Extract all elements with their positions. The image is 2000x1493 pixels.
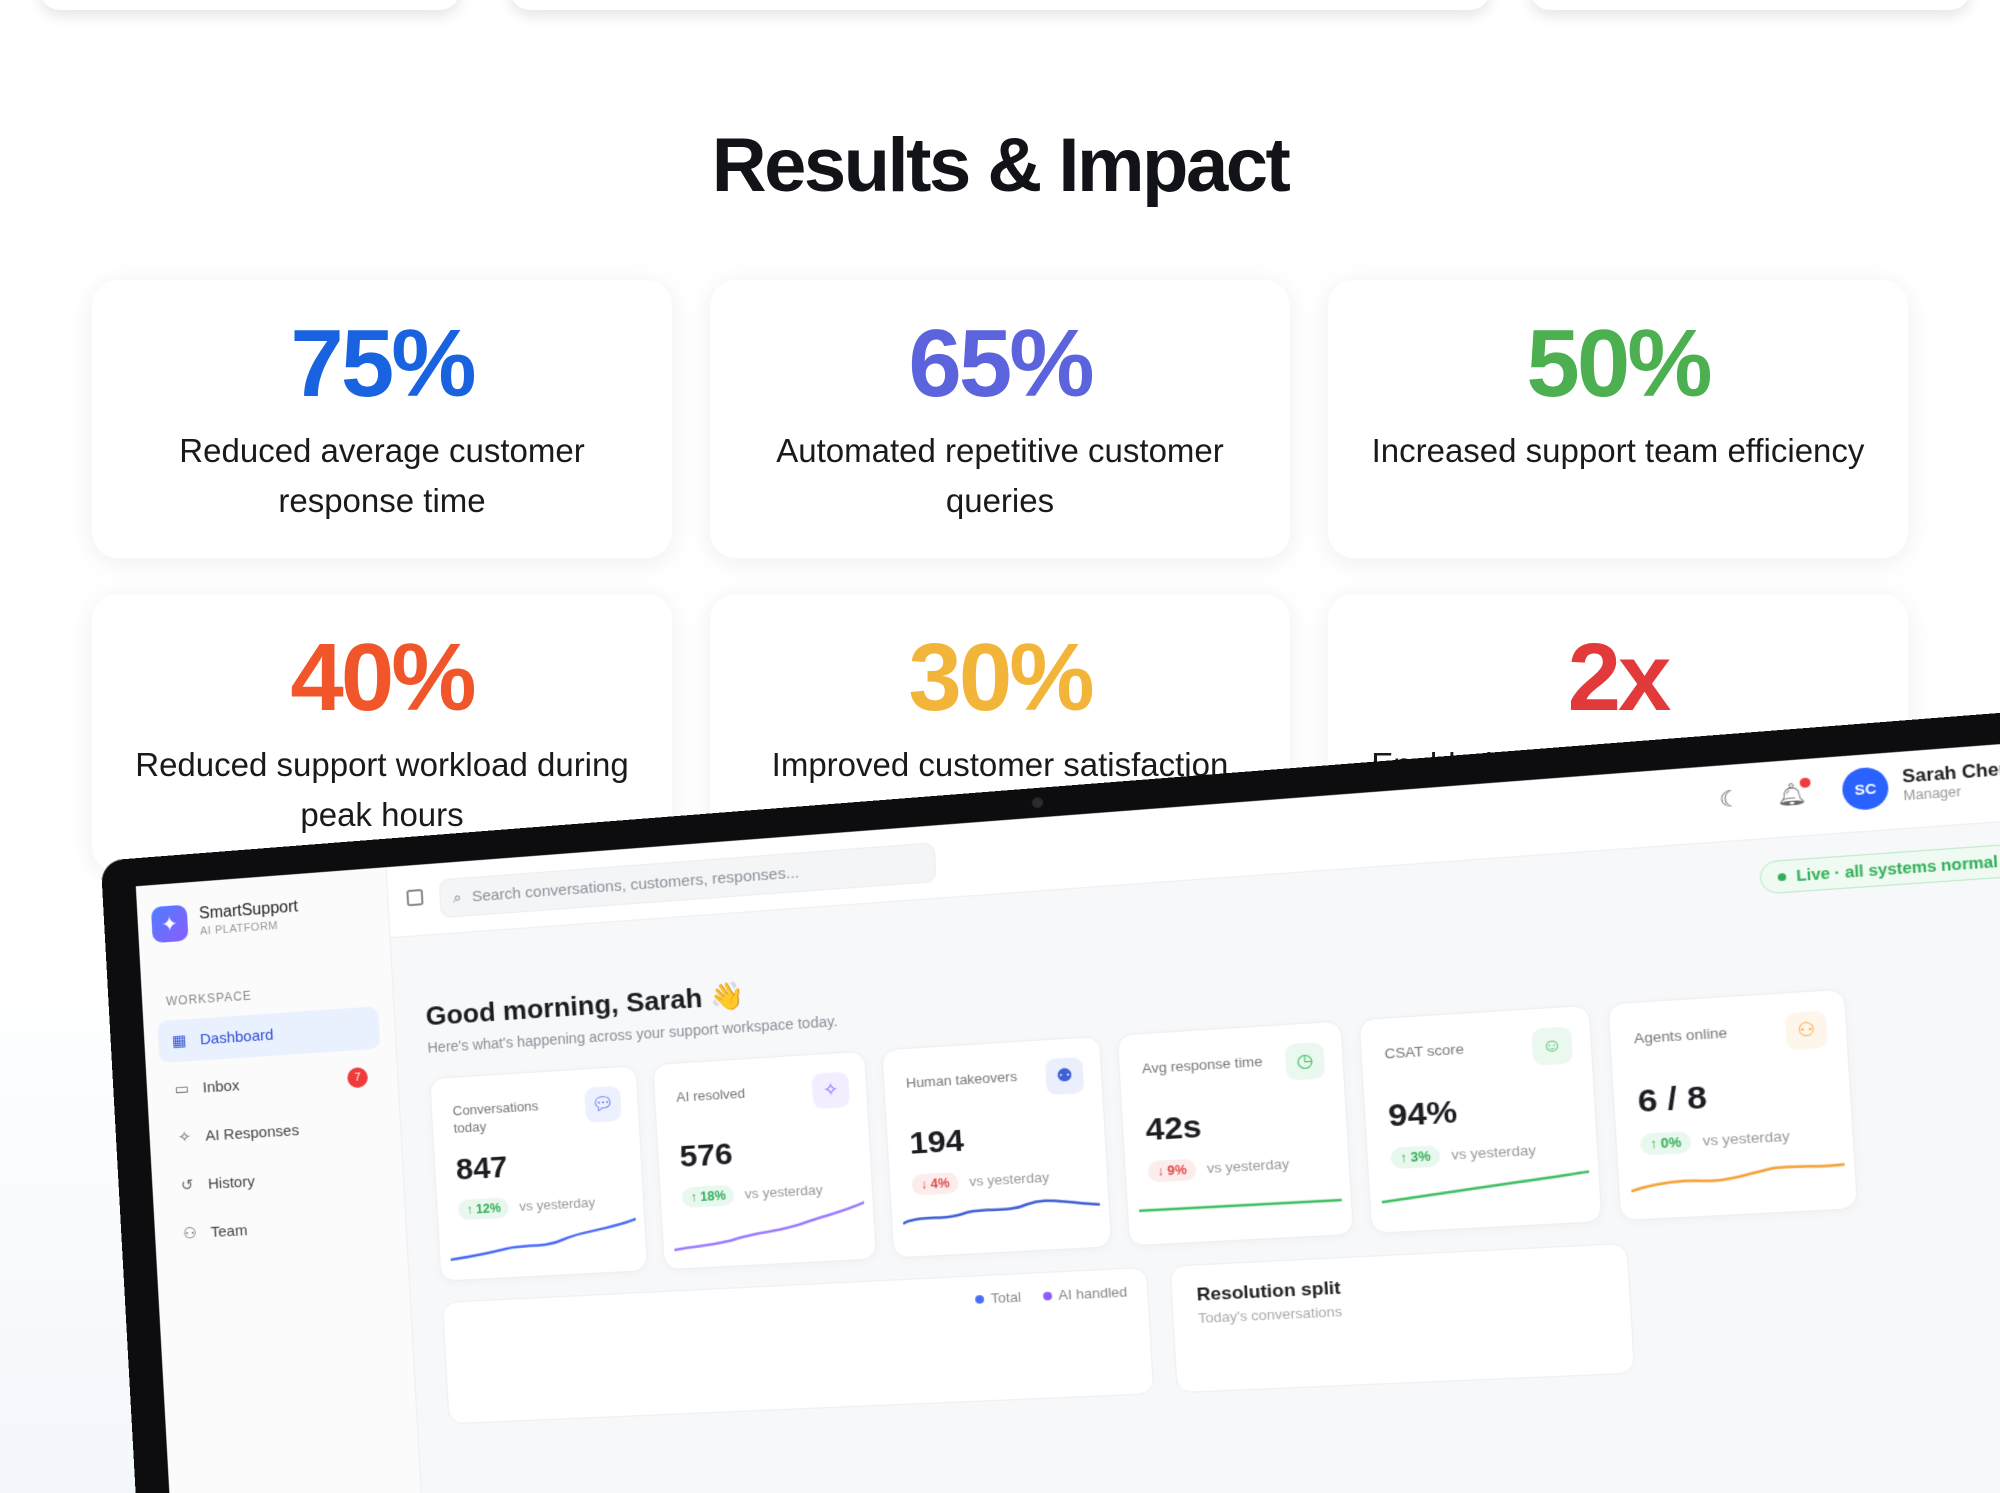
stat-label: Reduced average customer response time	[132, 426, 632, 526]
sidebar: ✦ SmartSupport AI PLATFORM WORKSPACE ▦ D…	[136, 867, 425, 1493]
stat-card: 75% Reduced average customer response ti…	[92, 280, 672, 558]
clock-icon: ◷	[1285, 1042, 1326, 1081]
status-badge: Live · all systems normal	[1759, 844, 2000, 895]
user-menu[interactable]: SC Sarah Chen Manager	[1841, 757, 2000, 812]
sparkline	[448, 1207, 638, 1268]
section-title: Results & Impact	[0, 122, 2000, 209]
sidebar-item-label: Inbox	[202, 1077, 240, 1096]
kpi-value: 847	[455, 1150, 509, 1188]
resolution-subtitle: Today's conversations	[1198, 1303, 1343, 1326]
legend-item-ai-handled: AI handled	[1043, 1284, 1128, 1304]
stat-label: Automated repetitive customer queries	[750, 426, 1250, 526]
sparkle-logo-icon: ✦	[151, 905, 189, 944]
team-icon: ⚇	[180, 1224, 199, 1243]
kpi-value: 194	[909, 1123, 965, 1162]
kpi-label: Agents online	[1633, 1021, 1764, 1048]
kpi-value: 576	[679, 1137, 734, 1175]
sidebar-item-team[interactable]: ⚇ Team	[168, 1201, 392, 1256]
legend-item-total: Total	[975, 1289, 1021, 1307]
sidebar-toggle-icon[interactable]	[406, 889, 423, 906]
sparkle-icon: ✧	[175, 1127, 194, 1146]
kpi-card[interactable]: Human takeovers ⚉ 194 ↓ 4% vs yesterday	[881, 1036, 1112, 1259]
sparkle-icon: ✧	[811, 1072, 850, 1110]
sparkline	[901, 1181, 1101, 1244]
inbox-icon: ▭	[172, 1079, 191, 1098]
search-placeholder: Search conversations, customers, respons…	[471, 863, 799, 905]
sidebar-item-inbox[interactable]: ▭ Inbox 7	[160, 1055, 383, 1111]
stat-value: 30%	[710, 630, 1290, 726]
bell-icon[interactable]: 🔔︎	[1775, 779, 1807, 809]
nav-heading: WORKSPACE	[166, 989, 253, 1009]
stat-card: 50% Increased support team efficiency	[1328, 280, 1908, 558]
sparkline	[672, 1194, 867, 1256]
sidebar-item-label: Team	[210, 1221, 248, 1240]
stat-value: 50%	[1328, 316, 1908, 412]
users-icon: ⚇	[1785, 1011, 1828, 1051]
previous-card-fragment	[1530, 0, 1970, 10]
grid-icon: ▦	[170, 1031, 189, 1050]
moon-icon[interactable]: ☾	[1718, 784, 1741, 813]
kpi-label: Conversations today	[452, 1095, 568, 1137]
stat-value: 65%	[710, 316, 1290, 412]
stat-card: 65% Automated repetitive customer querie…	[710, 280, 1290, 558]
avatar: SC	[1841, 766, 1889, 811]
sidebar-item-label: History	[208, 1173, 256, 1193]
sidebar-item-label: AI Responses	[205, 1121, 300, 1144]
stat-value: 40%	[92, 630, 672, 726]
kpi-value: 94%	[1387, 1094, 1458, 1135]
inbox-count-badge: 7	[347, 1067, 368, 1089]
chat-icon: 💬︎	[584, 1086, 622, 1123]
kpi-card[interactable]: Avg response time ◷ 42s ↓ 9% vs yesterda…	[1117, 1020, 1355, 1246]
kpi-card[interactable]: AI resolved ✧ 576 ↑ 18% vs yesterday	[652, 1051, 877, 1271]
resolution-title: Resolution split	[1196, 1278, 1341, 1306]
kpi-label: Human takeovers	[905, 1067, 1026, 1092]
notification-dot	[1799, 777, 1810, 788]
search-icon: ⌕	[453, 889, 463, 907]
kpi-card[interactable]: Agents online ⚇ 6 / 8 ↑ 0% vs yesterday	[1607, 988, 1858, 1221]
previous-card-fragment	[40, 0, 460, 10]
kpi-value: 6 / 8	[1637, 1080, 1708, 1121]
resolution-split-card: Resolution split Today's conversations	[1169, 1243, 1635, 1393]
dashboard-content: Live · all systems normal Good morning, …	[391, 819, 2000, 1493]
chart-legend: Total AI handled	[975, 1284, 1127, 1307]
history-icon: ↺	[178, 1176, 197, 1195]
sidebar-item-history[interactable]: ↺ History	[165, 1152, 388, 1207]
kpi-label: AI resolved	[676, 1081, 794, 1106]
sidebar-item-dashboard[interactable]: ▦ Dashboard	[157, 1006, 380, 1063]
status-dot	[1778, 872, 1787, 880]
user-check-icon: ⚉	[1045, 1057, 1085, 1095]
sparkline	[1380, 1154, 1591, 1219]
stat-label: Increased support team efficiency	[1368, 426, 1868, 476]
smile-icon: ☺	[1531, 1026, 1573, 1065]
dashboard-screen: ✦ SmartSupport AI PLATFORM WORKSPACE ▦ D…	[136, 741, 2000, 1493]
status-text: Live · all systems normal	[1796, 853, 1999, 885]
previous-card-fragment	[510, 0, 1490, 10]
brand[interactable]: ✦ SmartSupport AI PLATFORM	[151, 896, 300, 943]
kpi-card[interactable]: CSAT score ☺ 94% ↑ 3% vs yesterday	[1358, 1005, 1602, 1234]
conversations-chart-card: Total AI handled	[442, 1267, 1155, 1425]
kpi-value: 42s	[1145, 1109, 1203, 1148]
stat-value: 75%	[92, 316, 672, 412]
topbar-actions: ☾ 🔔︎ SC Sarah Chen Manager	[1718, 757, 2000, 821]
stat-value: 2x	[1328, 630, 1908, 726]
sidebar-item-ai-responses[interactable]: ✧ AI Responses	[162, 1103, 385, 1159]
sparkline	[1137, 1168, 1343, 1232]
kpi-label: CSAT score	[1384, 1037, 1512, 1063]
sparkline	[1629, 1140, 1847, 1206]
kpi-label: Avg response time	[1141, 1052, 1265, 1078]
camera-icon	[1032, 797, 1044, 808]
kpi-card[interactable]: Conversations today 💬︎ 847 ↑ 12% vs yest…	[429, 1065, 648, 1282]
sidebar-item-label: Dashboard	[200, 1026, 274, 1048]
